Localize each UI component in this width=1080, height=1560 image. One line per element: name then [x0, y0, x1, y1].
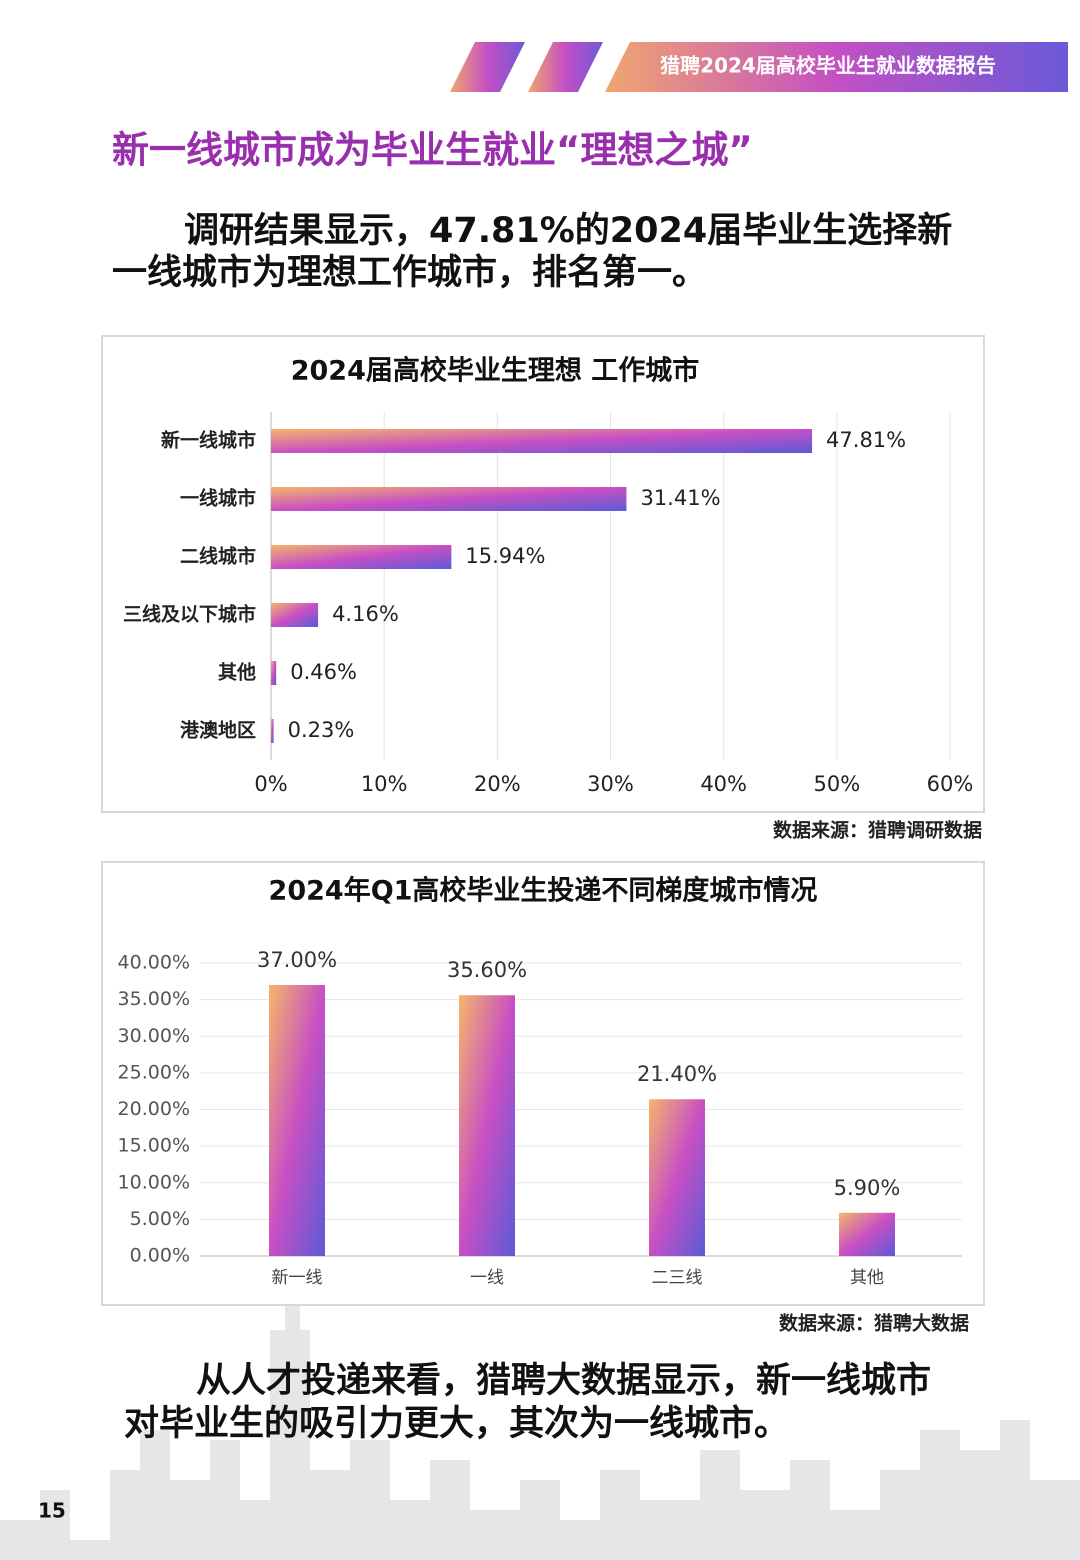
bar: [271, 487, 627, 511]
x-tick-label: 40%: [700, 772, 747, 796]
bar: [649, 1099, 705, 1256]
category-label: 一线城市: [180, 487, 256, 510]
value-label: 37.00%: [257, 948, 337, 972]
bar: [271, 603, 319, 627]
category-label: 新一线城市: [161, 429, 256, 452]
skyline: [0, 1300, 1080, 1560]
paragraph-line: 对毕业生的吸引力更大，其次为一线城市。: [124, 1404, 789, 1444]
category-label: 三线及以下城市: [123, 603, 256, 626]
x-tick-label: 60%: [927, 772, 974, 796]
category-label: 新一线: [272, 1268, 323, 1288]
bar: [271, 661, 277, 685]
y-tick-label: 5.00%: [130, 1208, 190, 1230]
x-tick-label: 10%: [361, 772, 408, 796]
source-note: 数据来源：猎聘调研数据: [773, 819, 982, 842]
chart-title: 2024年Q1高校毕业生投递不同梯度城市情况: [269, 875, 818, 907]
value-label: 15.94%: [465, 544, 545, 568]
value-label: 21.40%: [637, 1062, 717, 1086]
source-note: 数据来源：猎聘大数据: [779, 1312, 969, 1335]
y-tick-label: 25.00%: [118, 1061, 190, 1083]
bar: [271, 545, 452, 569]
chart-title: 2024届高校毕业生理想 工作城市: [291, 355, 700, 387]
value-label: 35.60%: [447, 958, 527, 982]
category-label: 二线城市: [180, 545, 256, 568]
bar: [839, 1212, 895, 1256]
y-tick-label: 35.00%: [118, 988, 190, 1010]
value-label: 31.41%: [640, 486, 720, 510]
bar: [269, 984, 325, 1256]
page-number: 15: [38, 1499, 66, 1523]
x-tick-label: 0%: [254, 772, 287, 796]
value-label: 5.90%: [834, 1176, 901, 1200]
category-label: 二三线: [652, 1268, 703, 1288]
value-label: 0.46%: [290, 660, 357, 684]
category-label: 其他: [850, 1268, 884, 1288]
category-label: 一线: [470, 1268, 504, 1288]
paragraph-line: 一线城市为理想工作城市，排名第一。: [112, 253, 707, 293]
bar: [271, 429, 813, 453]
value-label: 0.23%: [288, 718, 355, 742]
x-tick-label: 50%: [813, 772, 860, 796]
category-label: 其他: [218, 661, 256, 684]
bar: [271, 719, 274, 743]
value-label: 47.81%: [826, 428, 906, 452]
header-banner: [450, 42, 1068, 92]
y-tick-label: 10.00%: [118, 1171, 190, 1193]
paragraph-line: 从人才投递来看，猎聘大数据显示，新一线城市: [196, 1361, 931, 1401]
y-tick-label: 40.00%: [118, 952, 190, 974]
paragraph-line: 调研结果显示，47.81%的2024届毕业生选择新: [184, 211, 952, 251]
y-tick-label: 15.00%: [118, 1135, 190, 1157]
heading: 新一线城市成为毕业生就业“理想之城”: [112, 129, 753, 172]
y-tick-label: 0.00%: [130, 1245, 190, 1267]
x-tick-label: 20%: [474, 772, 521, 796]
x-tick-label: 30%: [587, 772, 634, 796]
bar: [459, 995, 515, 1256]
y-tick-label: 30.00%: [118, 1025, 190, 1047]
report-title: 猎聘2024届高校毕业生就业数据报告: [660, 54, 996, 78]
value-label: 4.16%: [332, 602, 399, 626]
category-label: 港澳地区: [180, 719, 256, 742]
chart-frame: [101, 861, 985, 1306]
y-tick-label: 20.00%: [118, 1098, 190, 1120]
